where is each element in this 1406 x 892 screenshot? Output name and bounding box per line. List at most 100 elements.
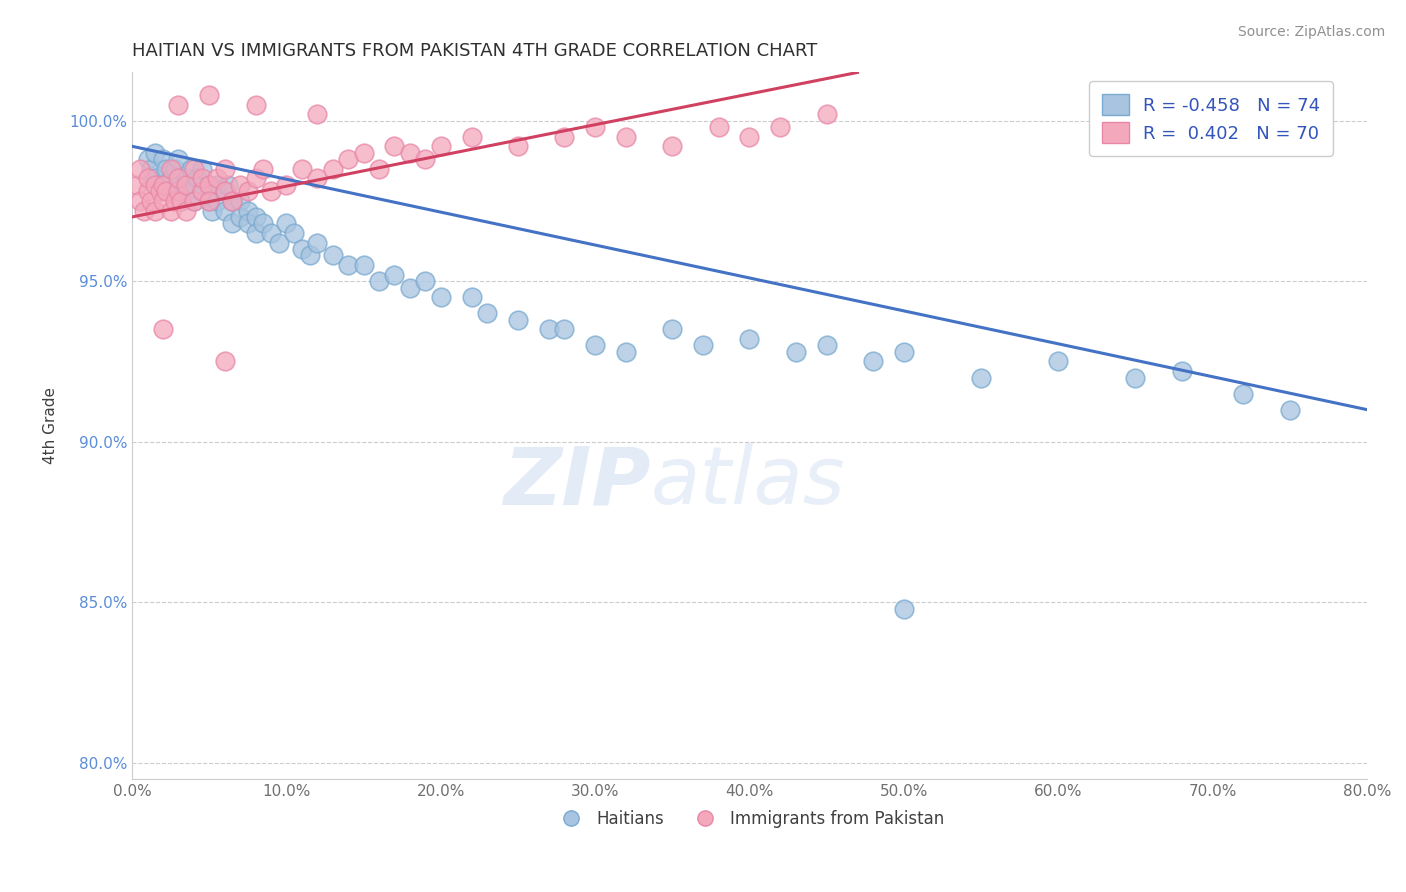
Point (214, 184, 236, 198)
Point (229, 210, 252, 224)
Point (134, 203, 156, 218)
Point (205, 194, 228, 208)
Point (221, 194, 243, 208)
Point (245, 210, 267, 224)
Point (276, 178, 298, 192)
Point (460, 129, 482, 144)
Point (167, 178, 190, 192)
Point (236, 203, 259, 218)
Point (152, 178, 174, 192)
Point (307, 107, 329, 121)
Point (307, 235, 329, 250)
Point (384, 139, 406, 153)
Point (159, 203, 181, 218)
Point (229, 178, 252, 192)
Point (174, 178, 197, 192)
Point (1047, 354, 1070, 368)
Point (214, 161, 236, 176)
Point (267, 235, 290, 250)
Point (170, 194, 193, 208)
Point (136, 152, 159, 166)
Point (506, 312, 529, 326)
Point (152, 178, 174, 192)
Point (769, 120, 792, 134)
Point (167, 171, 190, 186)
Point (174, 184, 197, 198)
Point (583, 338, 606, 352)
Point (245, 97, 267, 112)
Point (143, 203, 166, 218)
Point (198, 178, 221, 192)
Point (307, 171, 329, 186)
Point (322, 248, 344, 262)
Point (139, 194, 162, 208)
Point (167, 184, 190, 198)
Point (143, 145, 166, 160)
Point (384, 268, 406, 282)
Point (291, 161, 314, 176)
Point (415, 274, 437, 288)
Point (893, 601, 915, 615)
Point (159, 184, 181, 198)
Point (252, 161, 274, 176)
Point (399, 280, 422, 294)
Point (229, 194, 252, 208)
Point (217, 178, 239, 192)
Point (252, 216, 274, 230)
Point (429, 290, 451, 304)
Point (298, 248, 321, 262)
Point (260, 226, 283, 240)
Point (159, 171, 181, 186)
Point (205, 178, 228, 192)
Point (368, 274, 391, 288)
Point (186, 171, 208, 186)
Point (183, 161, 205, 176)
Point (276, 216, 298, 230)
Point (429, 139, 451, 153)
Point (190, 161, 212, 176)
Point (174, 203, 197, 218)
Point (152, 152, 174, 166)
Point (152, 322, 174, 336)
Point (214, 354, 236, 368)
Point (692, 338, 714, 352)
Point (221, 216, 243, 230)
Point (143, 178, 166, 192)
Point (214, 203, 236, 218)
Point (183, 194, 205, 208)
Point (165, 194, 187, 208)
Point (893, 344, 915, 359)
Point (337, 258, 360, 272)
Point (214, 184, 236, 198)
Point (198, 194, 221, 208)
Point (205, 171, 228, 186)
Point (1170, 364, 1192, 378)
Y-axis label: 4th Grade: 4th Grade (44, 387, 58, 464)
Point (614, 129, 637, 144)
Point (198, 194, 221, 208)
Point (399, 145, 422, 160)
Point (353, 258, 375, 272)
Point (190, 171, 212, 186)
Point (180, 161, 202, 176)
Point (614, 344, 637, 359)
Point (260, 184, 283, 198)
Point (236, 184, 259, 198)
Point (190, 184, 212, 198)
Point (183, 178, 205, 192)
Point (155, 184, 177, 198)
Text: atlas: atlas (651, 443, 845, 521)
Point (583, 120, 606, 134)
Point (815, 338, 838, 352)
Point (815, 107, 838, 121)
Point (785, 344, 807, 359)
Point (152, 194, 174, 208)
Point (707, 120, 730, 134)
Point (1278, 402, 1301, 417)
Point (174, 171, 197, 186)
Point (862, 354, 884, 368)
Text: HAITIAN VS IMMIGRANTS FROM PAKISTAN 4TH GRADE CORRELATION CHART: HAITIAN VS IMMIGRANTS FROM PAKISTAN 4TH … (132, 42, 817, 60)
Point (183, 194, 205, 208)
Point (128, 194, 150, 208)
Point (139, 161, 162, 176)
